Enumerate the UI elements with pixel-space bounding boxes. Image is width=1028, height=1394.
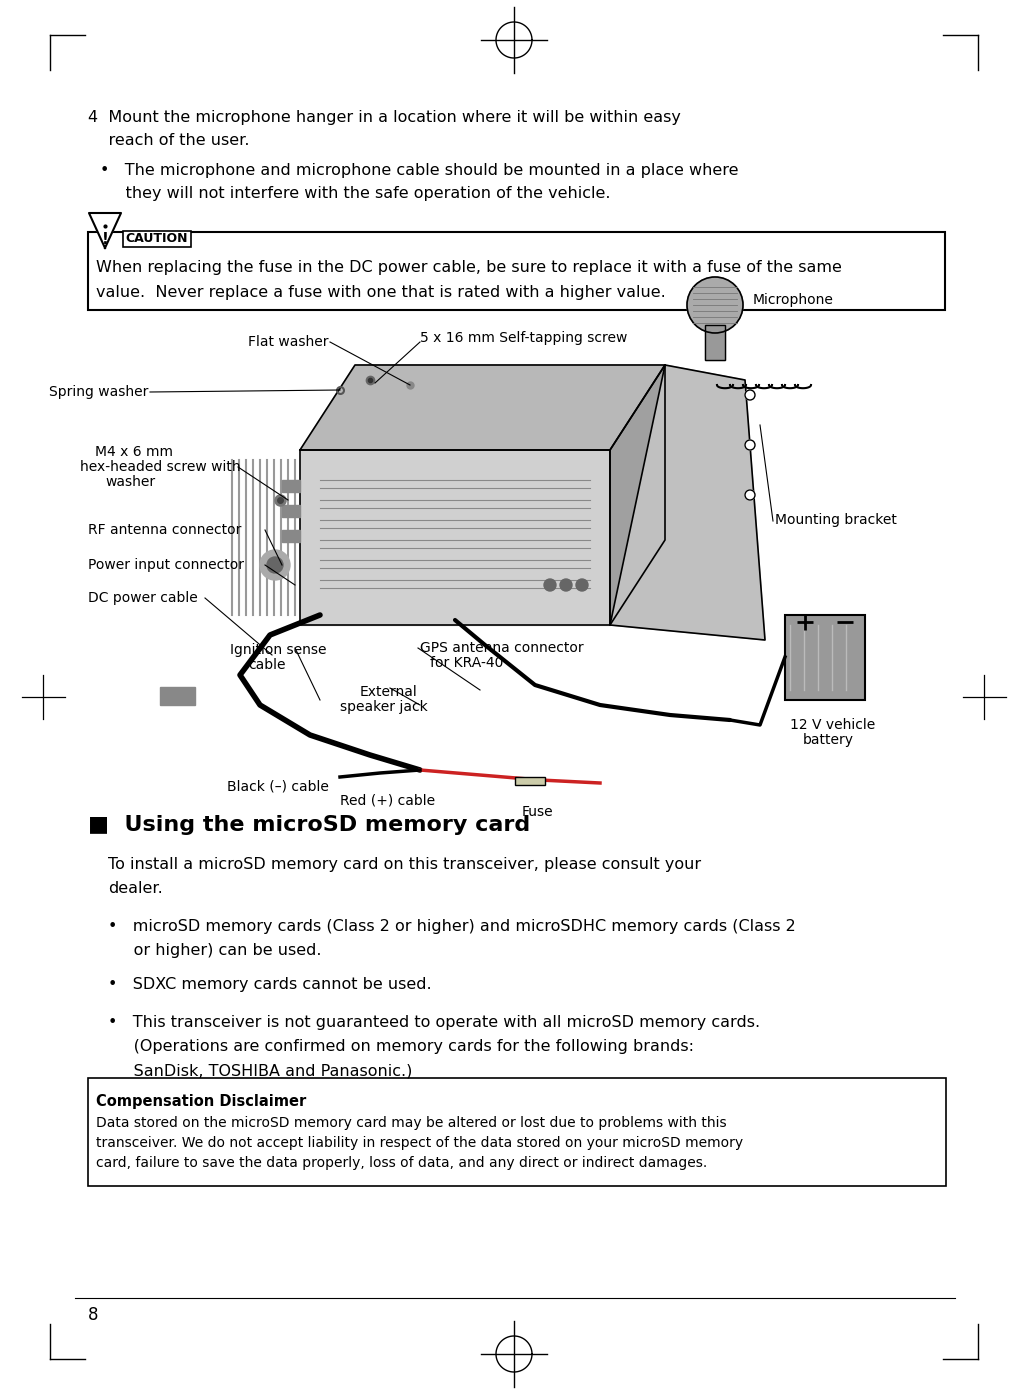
Text: GPS antenna connector: GPS antenna connector [420,641,584,655]
Polygon shape [610,365,765,640]
Polygon shape [300,365,665,450]
Bar [515,776,545,785]
Bar [123,231,191,247]
Bar [705,325,725,360]
Text: Data stored on the microSD memory card may be altered or lost due to problems wi: Data stored on the microSD memory card m… [96,1117,727,1131]
Text: ■  Using the microSD memory card: ■ Using the microSD memory card [88,815,530,835]
Text: 4  Mount the microphone hanger in a location where it will be within easy: 4 Mount the microphone hanger in a locat… [88,110,681,125]
Text: for KRA-40: for KRA-40 [430,657,504,671]
Text: Ignition sense: Ignition sense [230,643,327,657]
Polygon shape [89,213,121,248]
Text: dealer.: dealer. [108,881,162,896]
Bar [88,231,945,309]
Polygon shape [610,365,665,625]
Text: 5 x 16 mm Self-tapping screw: 5 x 16 mm Self-tapping screw [420,330,627,344]
Text: Microphone: Microphone [752,293,834,307]
Text: •   The microphone and microphone cable should be mounted in a place where: • The microphone and microphone cable sh… [100,163,738,178]
Bar [785,615,865,700]
Circle shape [745,491,755,500]
Circle shape [544,579,556,591]
Text: When replacing the fuse in the DC power cable, be sure to replace it with a fuse: When replacing the fuse in the DC power … [96,261,842,275]
Text: value.  Never replace a fuse with one that is rated with a higher value.: value. Never replace a fuse with one tha… [96,284,666,300]
Text: card, failure to save the data properly, loss of data, and any direct or indirec: card, failure to save the data properly,… [96,1156,707,1170]
Text: transceiver. We do not accept liability in respect of the data stored on your mi: transceiver. We do not accept liability … [96,1136,743,1150]
Text: or higher) can be used.: or higher) can be used. [108,942,322,958]
Circle shape [745,390,755,400]
Text: Fuse: Fuse [522,804,554,820]
Circle shape [576,579,588,591]
Bar [282,480,300,492]
Text: SanDisk, TOSHIBA and Panasonic.): SanDisk, TOSHIBA and Panasonic.) [108,1064,412,1078]
Text: they will not interfere with the safe operation of the vehicle.: they will not interfere with the safe op… [100,185,611,201]
Text: !: ! [102,233,108,248]
Text: M4 x 6 mm: M4 x 6 mm [95,445,173,459]
Text: •   microSD memory cards (Class 2 or higher) and microSDHC memory cards (Class 2: • microSD memory cards (Class 2 or highe… [108,919,796,934]
Circle shape [745,441,755,450]
Text: CAUTION: CAUTION [125,233,188,245]
Bar [282,505,300,517]
Text: Mounting bracket: Mounting bracket [775,513,896,527]
Circle shape [260,551,290,580]
Text: Power input connector: Power input connector [88,558,244,572]
Text: 12 V vehicle: 12 V vehicle [790,718,875,732]
Text: washer: washer [105,475,155,489]
Circle shape [267,558,283,573]
Text: External: External [360,684,417,698]
Text: speaker jack: speaker jack [340,700,428,714]
Text: reach of the user.: reach of the user. [88,132,250,148]
Bar [88,1078,946,1186]
Text: hex-headed screw with: hex-headed screw with [80,460,241,474]
Circle shape [560,579,572,591]
Text: •   SDXC memory cards cannot be used.: • SDXC memory cards cannot be used. [108,977,432,993]
Polygon shape [300,450,610,625]
Text: cable: cable [248,658,286,672]
Text: To install a microSD memory card on this transceiver, please consult your: To install a microSD memory card on this… [108,857,701,873]
Text: 8: 8 [88,1306,99,1324]
Text: Spring washer: Spring washer [48,385,148,399]
Bar [282,530,300,542]
Circle shape [687,277,743,333]
Text: •   This transceiver is not guaranteed to operate with all microSD memory cards.: • This transceiver is not guaranteed to … [108,1015,760,1030]
Text: DC power cable: DC power cable [88,591,197,605]
Text: (Operations are confirmed on memory cards for the following brands:: (Operations are confirmed on memory card… [108,1039,694,1054]
Text: battery: battery [803,733,854,747]
Text: RF antenna connector: RF antenna connector [88,523,242,537]
Text: Flat washer: Flat washer [248,335,328,348]
Bar [160,687,195,705]
Text: Compensation Disclaimer: Compensation Disclaimer [96,1094,306,1110]
Text: Black (–) cable: Black (–) cable [227,781,329,795]
Text: Red (+) cable: Red (+) cable [340,793,436,807]
Bar [705,325,725,360]
